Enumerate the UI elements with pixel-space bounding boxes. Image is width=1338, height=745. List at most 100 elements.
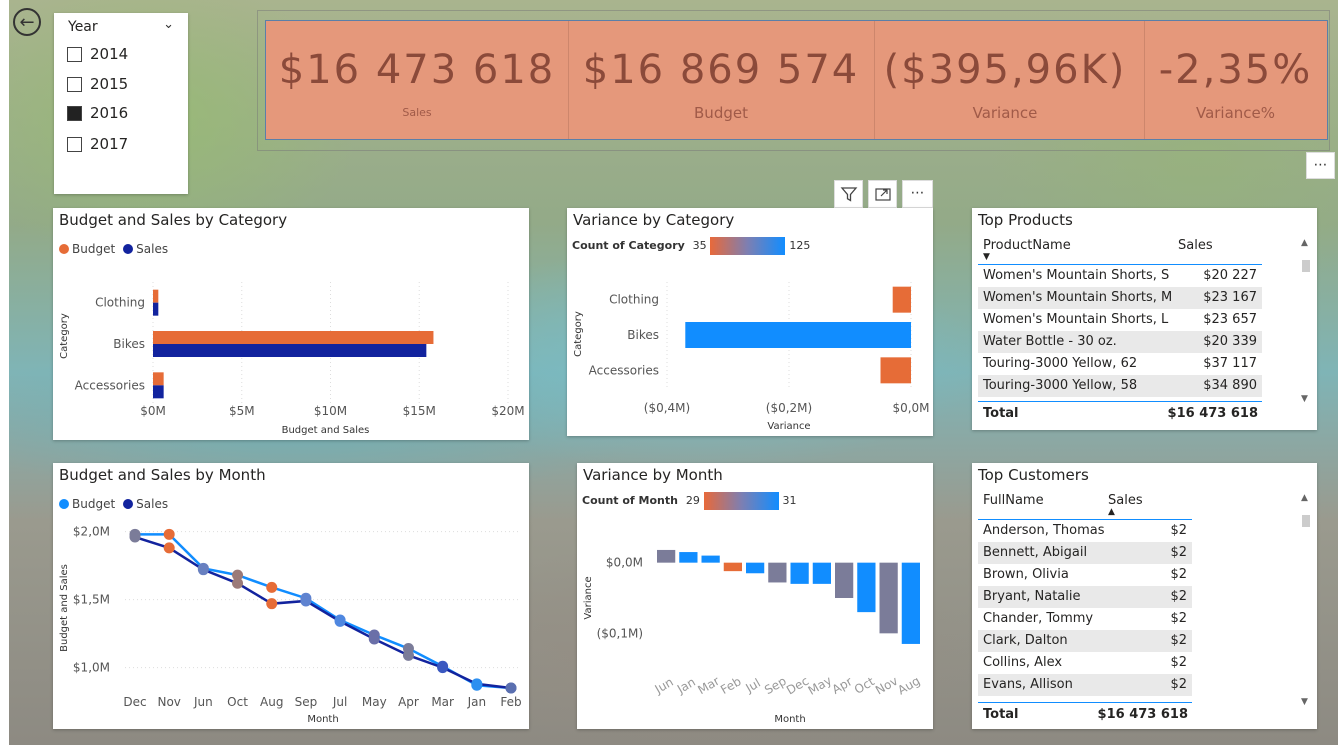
back-arrow-icon[interactable]: ←	[13, 8, 41, 36]
row-sales: $2	[1170, 633, 1187, 648]
x-tick-label: $5M	[229, 404, 255, 418]
kpi-cards[interactable]: $16 473 618 Sales $16 869 574 Budget ($3…	[265, 20, 1328, 140]
top-customers-card[interactable]: Top Customers FullName Sales ▲ Anderson,…	[972, 463, 1317, 729]
budget-sales-by-month-card[interactable]: Budget and Sales by Month Budget Sales $…	[53, 463, 529, 729]
scrollbar[interactable]: ▲ ▼	[1301, 238, 1311, 408]
x-tick-label: Feb	[718, 674, 743, 697]
y-axis-title: Budget and Sales	[59, 564, 70, 652]
column-header-fullname[interactable]: FullName	[983, 493, 1044, 508]
slicer-option-2015[interactable]: 2015	[67, 75, 128, 93]
checkbox[interactable]	[67, 76, 82, 92]
line-sales	[134, 535, 512, 690]
bar-sales	[153, 344, 427, 357]
color-gradient	[703, 492, 779, 510]
row-sales: $2	[1170, 611, 1187, 626]
y-tick-label: $0,0M	[606, 556, 643, 570]
bar	[768, 562, 787, 583]
row-name: Women's Mountain Shorts, S	[983, 268, 1170, 283]
legend-item-sales[interactable]: Sales	[123, 242, 168, 256]
column-header-productname[interactable]: ProductName	[983, 238, 1071, 253]
table-row[interactable]: Women's Mountain Shorts, M $23 167	[978, 287, 1262, 309]
checkbox[interactable]	[67, 46, 82, 62]
table-row[interactable]: Clark, Dalton $2	[978, 630, 1192, 652]
row-sales: $34 890	[1203, 378, 1257, 393]
budget-sales-by-category-card[interactable]: Budget and Sales by Category Budget Sale…	[53, 208, 529, 440]
legend-item-budget[interactable]: Budget	[59, 242, 115, 256]
x-tick-label: ($0,2M)	[766, 401, 812, 415]
x-tick-label: Jul	[332, 695, 347, 709]
total-value: $16 473 618	[1097, 707, 1188, 722]
table-row[interactable]: Women's Mountain Shorts, L $23 657	[978, 309, 1262, 331]
bar-sales	[153, 302, 159, 316]
table-row[interactable]: Bryant, Natalie $2	[978, 586, 1192, 608]
variance-by-month-card[interactable]: Variance by Month Count of Month 29 31 $…	[577, 463, 933, 729]
legend: Budget Sales	[59, 497, 168, 511]
bar	[901, 562, 920, 644]
bar	[857, 562, 876, 613]
row-sales: $2	[1170, 567, 1187, 582]
kpi-label: Variance%	[1195, 104, 1276, 122]
y-tick-label: Accessories	[75, 378, 145, 392]
marker-sales	[129, 531, 141, 543]
table-row[interactable]: Chander, Tommy $2	[978, 608, 1192, 630]
variance-by-category-card[interactable]: Variance by Category Count of Category 3…	[567, 208, 933, 436]
marker-sales	[163, 542, 175, 554]
checkbox[interactable]	[67, 136, 82, 152]
table-row[interactable]: Anderson, Thomas $2	[978, 520, 1192, 542]
filter-icon[interactable]	[834, 180, 863, 208]
row-name: Anderson, Thomas	[983, 523, 1105, 538]
y-axis-title: Variance	[583, 576, 594, 619]
checkbox-checked[interactable]	[67, 105, 82, 121]
kpi-frame	[257, 10, 1330, 151]
top-products-card[interactable]: Top Products ProductName ▼ Sales Women's…	[972, 208, 1317, 430]
row-name: Brown, Olivia	[983, 567, 1069, 582]
kpi-value: $16 473 618	[278, 47, 556, 93]
divider	[1144, 21, 1145, 139]
legend-item-sales[interactable]: Sales	[123, 497, 168, 511]
x-tick-label: Jul	[742, 676, 762, 696]
legend-item-budget[interactable]: Budget	[59, 497, 115, 511]
table-row[interactable]: Touring-3000 Yellow, 58 $34 890	[978, 375, 1262, 397]
bar	[835, 562, 854, 598]
header-rule	[978, 264, 1262, 265]
card-title: Budget and Sales by Month	[59, 466, 266, 484]
table-body: Women's Mountain Shorts, S $20 227 Women's…	[978, 265, 1262, 401]
x-tick-label: Apr	[398, 695, 419, 709]
y-tick-label: Clothing	[609, 293, 659, 307]
kpi-label: Variance	[972, 104, 1038, 122]
y-tick-label: $1,0M	[73, 661, 110, 675]
marker-sales	[402, 649, 414, 661]
marker-sales	[505, 682, 517, 694]
focus-mode-icon[interactable]	[868, 180, 897, 208]
slicer-option-2017[interactable]: 2017	[67, 135, 128, 153]
marker-budget	[266, 581, 278, 593]
chevron-down-icon[interactable]: ⌄	[163, 17, 174, 32]
table-row[interactable]: Water Bottle - 30 oz. $20 339	[978, 331, 1262, 353]
x-tick-label: Sep	[295, 695, 318, 709]
column-header-sales[interactable]: Sales	[1178, 238, 1213, 253]
table-row[interactable]: Touring-3000 Yellow, 62 $37 117	[978, 353, 1262, 375]
card-title: Top Products	[978, 211, 1073, 229]
table-row[interactable]: Collins, Alex $2	[978, 652, 1192, 674]
row-sales: $2	[1170, 677, 1187, 692]
bar	[879, 562, 898, 634]
row-sales: $23 657	[1203, 312, 1257, 327]
slicer-option-2016[interactable]: 2016	[67, 104, 128, 122]
color-scale-legend: Count of Month 29 31	[582, 492, 797, 510]
line-chart: $2,0M $1,5M $1,0M Dec Nov Jun Oct Aug Sep Jul May A…	[59, 525, 522, 725]
more-options-icon[interactable]: ⋯	[902, 180, 933, 208]
more-options-icon[interactable]: ⋯	[1306, 152, 1335, 179]
y-tick-label: Bikes	[113, 337, 145, 351]
row-sales: $37 117	[1203, 356, 1257, 371]
slicer-option-2014[interactable]: 2014	[67, 45, 128, 63]
total-rule	[978, 702, 1192, 703]
column-header-sales[interactable]: Sales	[1108, 493, 1143, 508]
table-row[interactable]: Bennett, Abigail $2	[978, 542, 1192, 564]
x-axis-title: Month	[774, 714, 805, 725]
table-row[interactable]: Women's Mountain Shorts, S $20 227	[978, 265, 1262, 287]
row-name: Touring-3000 Yellow, 62	[983, 356, 1138, 371]
table-row[interactable]: Evans, Allison $2	[978, 674, 1192, 696]
table-row[interactable]: Brown, Olivia $2	[978, 564, 1192, 586]
left-edge	[0, 0, 9, 745]
scrollbar[interactable]: ▲ ▼	[1301, 493, 1311, 713]
